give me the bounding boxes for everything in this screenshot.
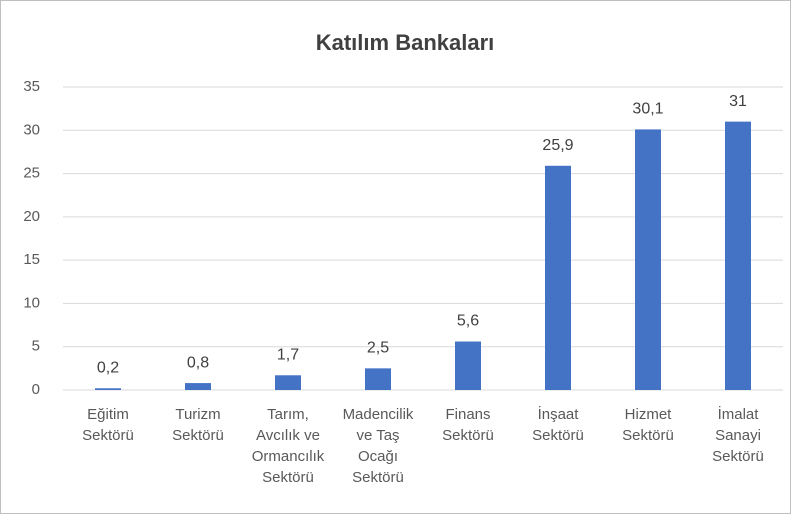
y-tick-label: 25: [23, 165, 40, 182]
x-tick-label: İmalat Sanayi Sektörü: [712, 405, 764, 465]
x-tick-label: İnşaat Sektörü: [532, 405, 584, 444]
x-tick-label: Hizmet Sektörü: [622, 406, 674, 444]
y-tick-label: 15: [23, 251, 40, 268]
data-label: 2,5: [367, 340, 389, 357]
bar: [275, 375, 301, 390]
bar: [185, 383, 211, 390]
x-tick-label: Finans Sektörü: [442, 406, 494, 444]
bar: [725, 121, 751, 390]
y-tick-label: 20: [23, 208, 40, 225]
bar: [635, 129, 661, 391]
y-tick-label: 5: [32, 338, 40, 355]
data-label: 31: [729, 93, 747, 110]
x-tick-label: Madencilik ve Taş Ocağı Sektörü: [343, 406, 414, 486]
data-label: 25,9: [542, 137, 573, 154]
x-tick-label: Tarım, Avcılık ve Ormancılık Sektörü: [252, 406, 325, 486]
y-tick-label: 35: [23, 78, 40, 95]
y-tick-label: 10: [23, 294, 40, 311]
data-label: 0,2: [97, 359, 119, 376]
bar: [545, 165, 571, 390]
bar: [95, 388, 121, 390]
bar: [365, 368, 391, 390]
bar: [455, 341, 481, 390]
y-tick-label: 30: [23, 121, 40, 138]
data-label: 0,8: [187, 354, 209, 371]
data-label: 30,1: [632, 101, 663, 118]
y-tick-label: 0: [32, 381, 40, 398]
data-label: 5,6: [457, 313, 479, 330]
chart-title: Katılım Bankaları: [316, 30, 495, 55]
data-label: 1,7: [277, 347, 299, 364]
x-tick-label: Eğitim Sektörü: [82, 406, 134, 444]
x-tick-label: Turizm Sektörü: [172, 406, 224, 444]
